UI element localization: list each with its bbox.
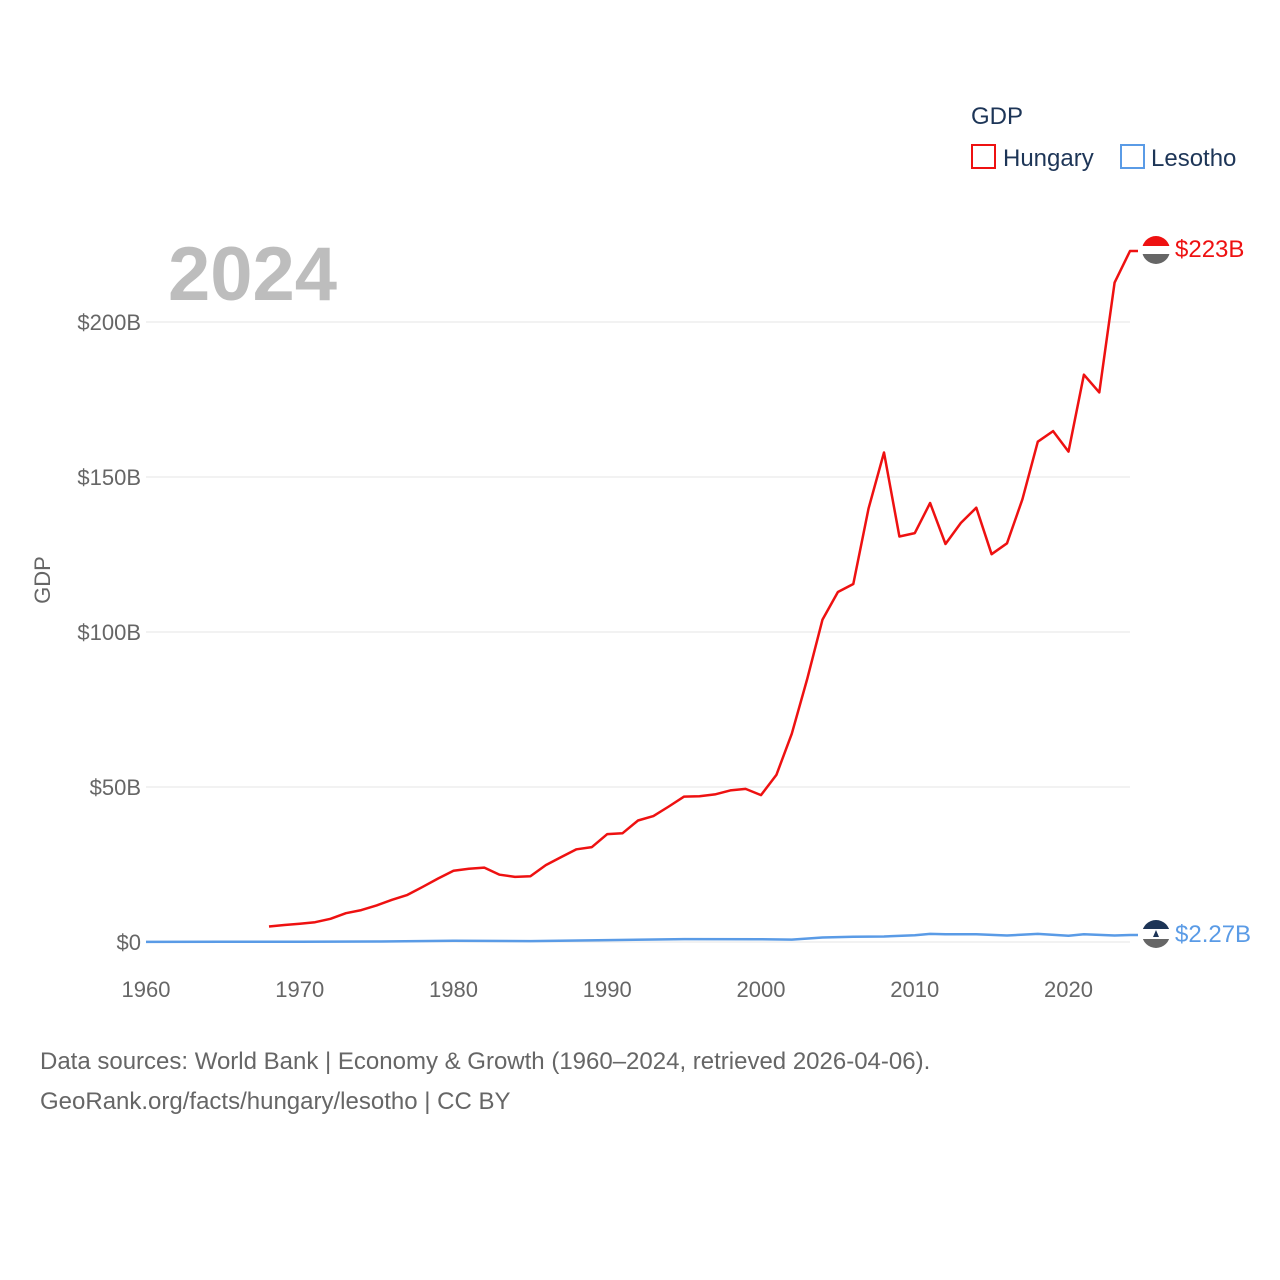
x-axis-ticks: 1960 1970 1980 1990 2000 2010 2020 (122, 977, 1093, 1002)
series-line-hungary[interactable] (268, 249, 1138, 928)
x-tick-label: 2020 (1044, 977, 1093, 1002)
y-axis-ticks: $0 $50B $100B $150B $200B (77, 310, 141, 955)
legend-swatch-lesotho[interactable] (1120, 144, 1145, 169)
gdp-line-chart: $0 $50B $100B $150B $200B 1960 1970 1980 1990 20… (30, 103, 1251, 1002)
lesotho-flag-icon (1142, 920, 1170, 948)
year-label: 2024 (168, 232, 337, 317)
hungary-flag-icon (1142, 236, 1170, 264)
legend-title: GDP (971, 103, 1023, 130)
legend-swatch-hungary[interactable] (971, 144, 996, 169)
source-line-2: GeoRank.org/facts/hungary/lesotho | CC B… (40, 1088, 511, 1115)
legend-label-hungary[interactable]: Hungary (1003, 145, 1094, 172)
legend: GDP Hungary Lesotho (971, 103, 1236, 172)
source-line-1: Data sources: World Bank | Economy & Gro… (40, 1048, 931, 1075)
x-tick-label: 1990 (583, 977, 632, 1002)
x-tick-label: 1970 (275, 977, 324, 1002)
source-note: Data sources: World Bank | Economy & Gro… (40, 1042, 930, 1122)
y-tick-label: $0 (117, 930, 141, 955)
x-tick-label: 2010 (890, 977, 939, 1002)
x-tick-label: 2000 (737, 977, 786, 1002)
y-axis-label: GDP (30, 556, 55, 604)
lesotho-end-label: $2.27B (1175, 921, 1251, 948)
series-lines (145, 249, 1138, 944)
legend-label-lesotho[interactable]: Lesotho (1151, 145, 1236, 172)
series-line-lesotho[interactable] (145, 932, 1138, 944)
y-tick-label: $150B (77, 465, 141, 490)
y-tick-label: $200B (77, 310, 141, 335)
y-tick-label: $50B (90, 775, 141, 800)
y-tick-label: $100B (77, 620, 141, 645)
x-tick-label: 1960 (122, 977, 171, 1002)
hungary-end-label: $223B (1175, 236, 1244, 263)
x-tick-label: 1980 (429, 977, 478, 1002)
gridlines (146, 321, 1130, 943)
